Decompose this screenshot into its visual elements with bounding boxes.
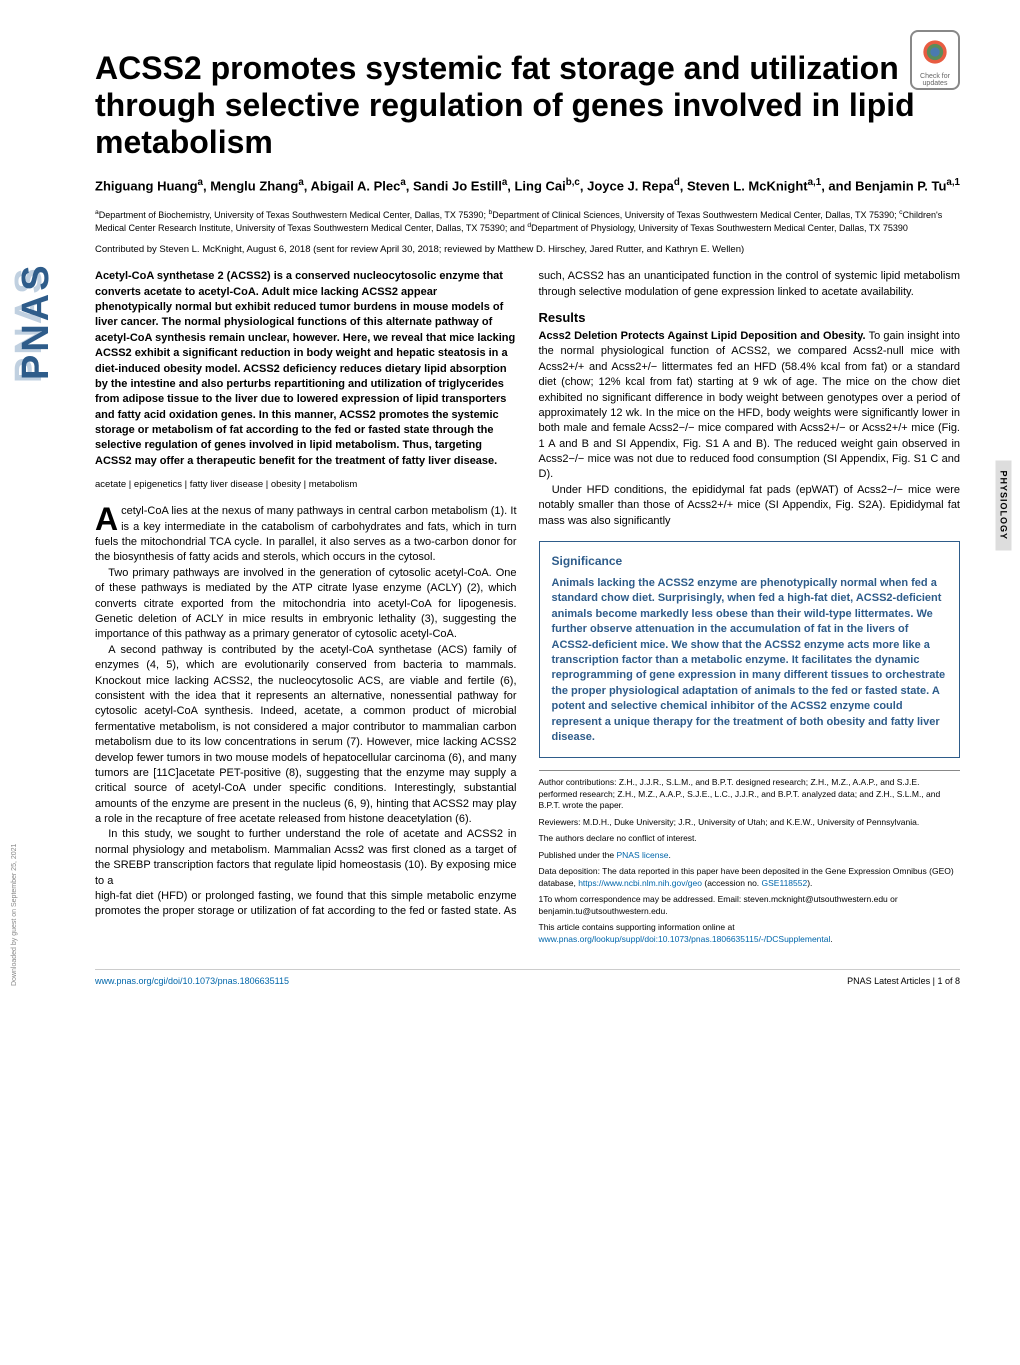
page-number: PNAS Latest Articles | 1 of 8 [847, 976, 960, 986]
two-column-body: Acetyl-CoA synthetase 2 (ACSS2) is a con… [95, 269, 960, 945]
authors: Zhiguang Huanga, Menglu Zhanga, Abigail … [95, 176, 960, 196]
si-link[interactable]: www.pnas.org/lookup/suppl/doi:10.1073/pn… [539, 934, 831, 944]
doi-link[interactable]: www.pnas.org/cgi/doi/10.1073/pnas.180663… [95, 976, 289, 986]
dropcap: A [95, 504, 121, 533]
download-note: Downloaded by guest on September 25, 202… [11, 844, 18, 986]
license-line: Published under the PNAS license. [539, 850, 961, 861]
page-footer: www.pnas.org/cgi/doi/10.1073/pnas.180663… [95, 969, 960, 986]
keywords: acetate | epigenetics | fatty liver dise… [95, 479, 517, 490]
intro-p2: Two primary pathways are involved in the… [95, 566, 517, 643]
check-updates-icon [921, 38, 949, 66]
section-label-physiology: PHYSIOLOGY [996, 460, 1012, 550]
results-subhead: Acss2 Deletion Protects Against Lipid De… [539, 330, 866, 342]
results-heading: Results [539, 310, 961, 325]
intro-p4: In this study, we sought to further unde… [95, 827, 517, 889]
significance-box: Significance Animals lacking the ACSS2 e… [539, 541, 961, 758]
pnas-logo: PNAS [15, 262, 58, 380]
contributed-line: Contributed by Steven L. McKnight, Augus… [95, 244, 960, 255]
significance-text: Animals lacking the ACSS2 enzyme are phe… [552, 576, 948, 745]
author-contributions: Author contributions: Z.H., J.J.R., S.L.… [539, 777, 961, 811]
pnas-license-link[interactable]: PNAS license [616, 850, 668, 860]
results-p2: Under HFD conditions, the epididymal fat… [539, 483, 961, 529]
article-footer-info: Author contributions: Z.H., J.J.R., S.L.… [539, 770, 961, 945]
conflict-statement: The authors declare no conflict of inter… [539, 833, 961, 844]
footer-divider [539, 770, 961, 771]
results-text: Acss2 Deletion Protects Against Lipid De… [539, 329, 961, 529]
data-deposition: Data deposition: The data reported in th… [539, 866, 961, 889]
page: PNAS PNAS Check for updates ACSS2 promot… [0, 0, 1020, 1016]
intro-p1: cetyl-CoA lies at the nexus of many path… [95, 505, 517, 563]
abstract: Acetyl-CoA synthetase 2 (ACSS2) is a con… [95, 269, 517, 469]
article-title: ACSS2 promotes systemic fat storage and … [95, 50, 960, 160]
results-p1: To gain insight into the normal physiolo… [539, 330, 961, 481]
significance-heading: Significance [552, 554, 948, 568]
si-line: This article contains supporting informa… [539, 922, 961, 945]
correspondence: 1To whom correspondence may be addressed… [539, 894, 961, 917]
accession-link[interactable]: GSE118552 [762, 878, 808, 888]
intro-p3: A second pathway is contributed by the a… [95, 643, 517, 828]
check-updates-label: Check for updates [912, 73, 958, 87]
affiliations: aDepartment of Biochemistry, University … [95, 208, 960, 234]
intro-text: Acetyl-CoA lies at the nexus of many pat… [95, 504, 517, 889]
check-updates-badge[interactable]: Check for updates [910, 30, 960, 90]
reviewers: Reviewers: M.D.H., Duke University; J.R.… [539, 817, 961, 828]
geo-link[interactable]: https://www.ncbi.nlm.nih.gov/geo [578, 878, 702, 888]
